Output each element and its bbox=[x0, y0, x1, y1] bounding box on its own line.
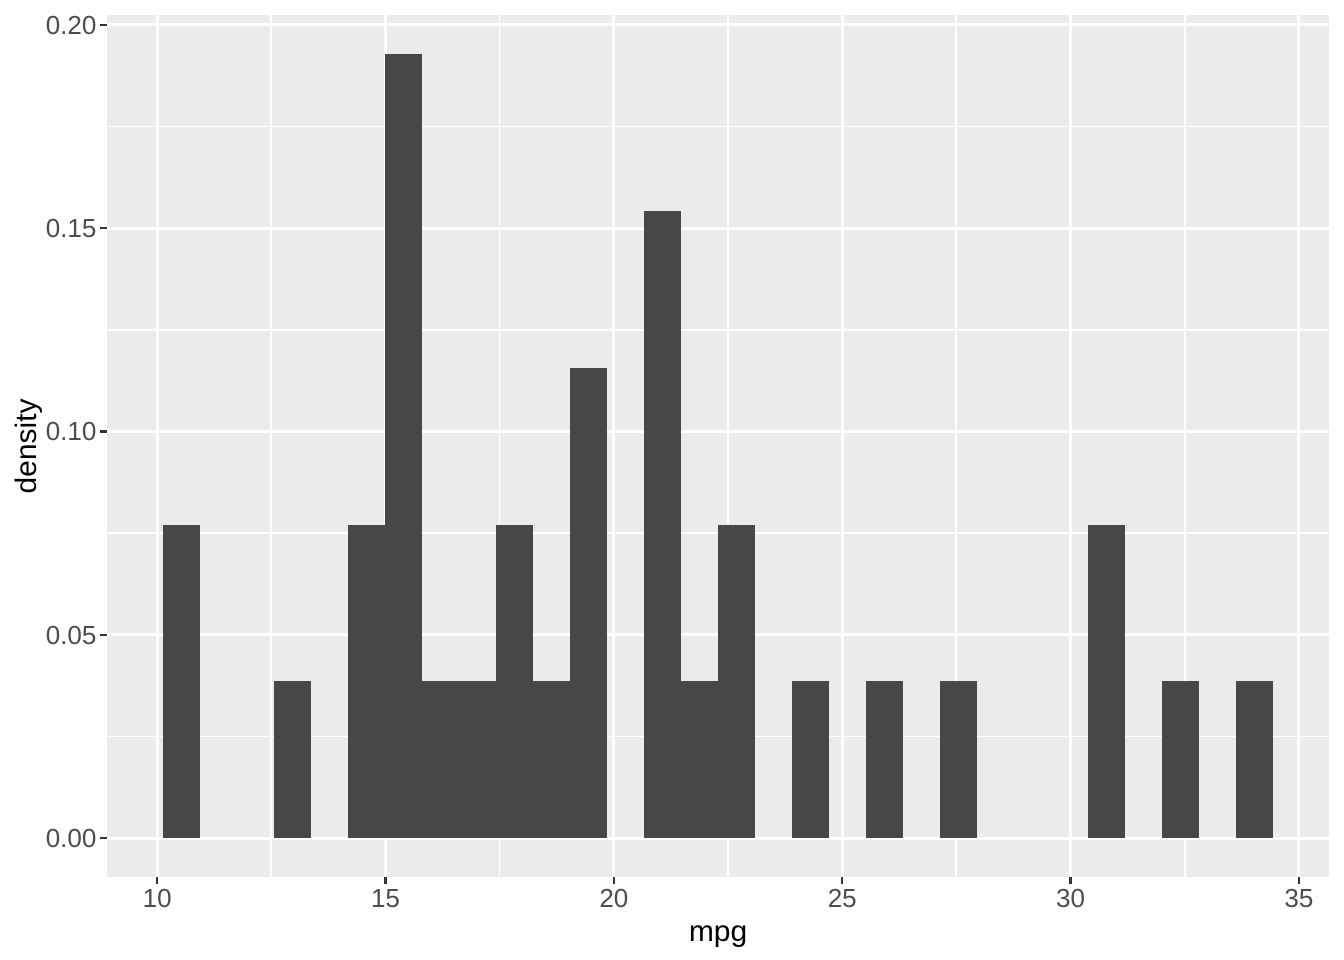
major-gridline-vertical bbox=[155, 14, 159, 878]
histogram-bar bbox=[348, 524, 386, 839]
minor-gridline-horizontal bbox=[107, 125, 1330, 128]
y-axis-tick-mark bbox=[99, 836, 107, 840]
y-axis-tick-label: 0.15 bbox=[45, 213, 97, 244]
histogram-bar bbox=[681, 681, 719, 839]
histogram-bar bbox=[792, 681, 830, 839]
histogram-bar bbox=[718, 524, 756, 839]
y-axis-title: density bbox=[10, 398, 43, 494]
x-axis-tick-mark bbox=[1069, 877, 1072, 885]
y-axis-tick-label: 0.20 bbox=[45, 9, 97, 40]
histogram-bar bbox=[1162, 681, 1200, 839]
histogram-bar bbox=[459, 681, 497, 839]
x-axis-tick-mark bbox=[612, 877, 616, 885]
y-axis-tick-mark bbox=[99, 633, 107, 637]
y-axis-tick-label: 0.10 bbox=[45, 416, 97, 447]
major-gridline-vertical bbox=[1297, 14, 1301, 878]
histogram-bar bbox=[866, 681, 904, 839]
y-axis-tick-mark bbox=[99, 23, 107, 27]
histogram-bar bbox=[940, 681, 978, 839]
histogram-bar bbox=[496, 524, 534, 839]
minor-gridline-vertical bbox=[270, 14, 273, 878]
major-gridline-horizontal bbox=[107, 429, 1330, 433]
plot-panel bbox=[107, 14, 1330, 878]
y-axis-tick-mark bbox=[99, 226, 107, 230]
x-axis-tick-label: 20 bbox=[599, 883, 629, 913]
histogram-bar bbox=[1088, 524, 1126, 839]
histogram-bar bbox=[273, 681, 312, 839]
major-gridline-horizontal bbox=[107, 836, 1330, 840]
x-axis-tick-label: 25 bbox=[827, 883, 857, 913]
minor-gridline-vertical bbox=[727, 14, 729, 878]
minor-gridline-vertical bbox=[955, 14, 958, 878]
x-axis-tick-mark bbox=[1297, 877, 1301, 885]
histogram-bar bbox=[162, 524, 200, 839]
x-axis-tick-mark bbox=[384, 877, 387, 885]
x-axis-tick-label: 30 bbox=[1056, 883, 1085, 913]
major-gridline-vertical bbox=[840, 14, 844, 878]
x-axis-title: mpg bbox=[688, 915, 748, 948]
histogram-bar bbox=[385, 53, 423, 839]
x-axis-tick-mark bbox=[155, 877, 159, 885]
histogram-bar bbox=[570, 367, 608, 839]
major-gridline-horizontal bbox=[107, 226, 1330, 230]
minor-gridline-vertical bbox=[1183, 14, 1186, 878]
histogram-bar bbox=[533, 681, 571, 839]
x-axis-tick-label: 10 bbox=[142, 883, 172, 913]
major-gridline-horizontal bbox=[107, 23, 1330, 27]
x-axis-tick-label: 15 bbox=[370, 883, 400, 913]
major-gridline-vertical bbox=[612, 14, 616, 878]
histogram-bar bbox=[644, 210, 682, 839]
histogram-bar bbox=[1236, 681, 1274, 839]
x-axis-tick-mark bbox=[840, 877, 844, 885]
x-axis-tick-label: 35 bbox=[1284, 883, 1314, 913]
minor-gridline-horizontal bbox=[107, 328, 1330, 331]
y-axis-tick-mark bbox=[99, 430, 107, 433]
histogram-bar bbox=[422, 681, 460, 839]
major-gridline-vertical bbox=[1069, 14, 1073, 878]
y-axis-tick-label: 0.05 bbox=[45, 619, 97, 650]
minor-gridline-vertical bbox=[498, 14, 501, 878]
y-axis-tick-label: 0.00 bbox=[45, 823, 97, 854]
